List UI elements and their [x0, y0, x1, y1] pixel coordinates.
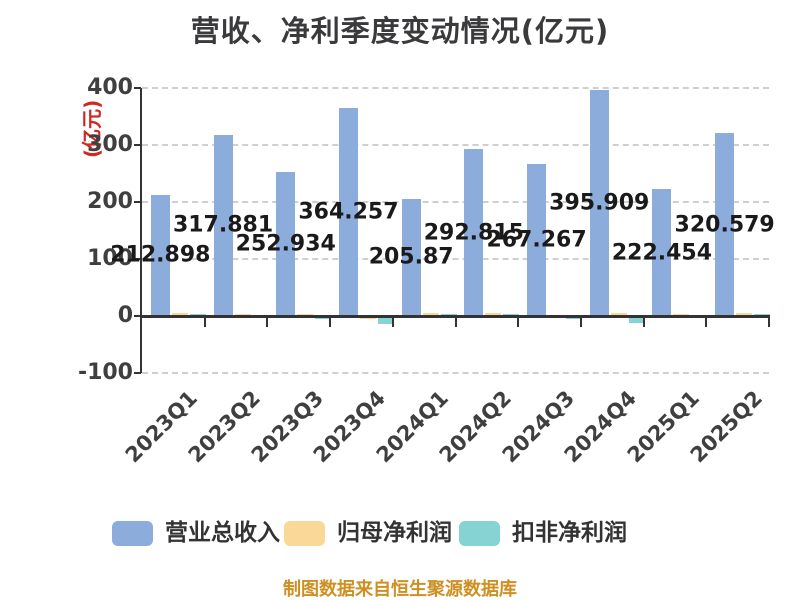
- bar: [150, 194, 170, 316]
- legend-swatch-deducted-profit: [459, 521, 500, 546]
- bar: [213, 134, 233, 316]
- x-tick: [454, 318, 457, 327]
- gridline: [142, 144, 769, 146]
- bar-label: 395.909: [549, 190, 650, 216]
- bar: [736, 312, 753, 316]
- y-tick: [134, 144, 141, 146]
- x-tick: [579, 318, 582, 327]
- x-tick: [329, 318, 332, 327]
- bar: [527, 163, 547, 316]
- x-tick: [203, 318, 206, 327]
- y-tick-label: 200: [87, 189, 133, 214]
- x-axis-line: [140, 315, 770, 318]
- gridline: [142, 201, 769, 203]
- legend-label-deducted-profit: 扣非净利润: [512, 520, 627, 546]
- bar-label: 292.815: [423, 220, 524, 246]
- source-caption: 制图数据来自恒生聚源数据库: [283, 579, 517, 600]
- legend-item-revenue[interactable]: 营业总收入: [112, 521, 280, 546]
- y-axis-line: [140, 88, 142, 373]
- bar-label: 212.898: [110, 242, 211, 268]
- x-tick: [517, 318, 520, 327]
- y-tick-label: -100: [77, 360, 133, 385]
- bar-label: 222.454: [611, 240, 713, 266]
- bar: [234, 313, 251, 316]
- legend-label-revenue: 营业总收入: [165, 520, 280, 546]
- legend-swatch-net-profit: [284, 521, 325, 546]
- y-tick: [134, 258, 141, 260]
- bar: [715, 133, 735, 316]
- bar-label: 205.87: [368, 244, 454, 270]
- bar-label: 320.579: [674, 212, 775, 238]
- bar: [171, 313, 188, 316]
- y-tick-label: 100: [87, 246, 133, 271]
- bar: [401, 198, 421, 316]
- y-tick-label: 400: [87, 75, 133, 100]
- bar: [673, 313, 690, 316]
- x-tick: [391, 318, 394, 327]
- bar: [338, 108, 358, 316]
- bar: [610, 313, 627, 316]
- y-tick: [134, 87, 141, 89]
- bar: [589, 90, 609, 316]
- gridline: [142, 372, 769, 374]
- bar: [754, 313, 771, 316]
- bar: [422, 313, 439, 316]
- bar: [485, 312, 502, 316]
- bar-label: 267.267: [486, 227, 587, 253]
- x-tick: [642, 318, 645, 327]
- gridline: [142, 87, 769, 89]
- x-tick: [768, 318, 770, 327]
- legend: 营业总收入 归母净利润 扣非净利润: [0, 521, 800, 549]
- y-tick-label: 0: [117, 303, 133, 328]
- y-tick: [134, 372, 141, 374]
- legend-item-net-profit[interactable]: 归母净利润: [284, 521, 452, 546]
- bar-label: 364.257: [298, 199, 399, 225]
- legend-swatch-revenue: [112, 521, 153, 546]
- bar: [276, 171, 296, 316]
- legend-item-deducted-profit[interactable]: 扣非净利润: [459, 521, 627, 546]
- y-tick-label: 300: [87, 132, 133, 157]
- bar-label: 252.934: [235, 231, 336, 257]
- bar: [464, 149, 484, 316]
- bar: [652, 189, 672, 316]
- bar: [377, 317, 394, 325]
- y-tick: [134, 315, 141, 317]
- bar: [189, 313, 206, 316]
- chart-title: 营收、净利季度变动情况(亿元): [190, 14, 610, 48]
- x-tick: [266, 318, 269, 327]
- legend-label-net-profit: 归母净利润: [337, 520, 452, 546]
- bar: [628, 317, 645, 324]
- y-tick: [134, 201, 141, 203]
- x-tick: [705, 318, 708, 327]
- gridline: [142, 258, 769, 260]
- bar-label: 317.881: [172, 212, 274, 238]
